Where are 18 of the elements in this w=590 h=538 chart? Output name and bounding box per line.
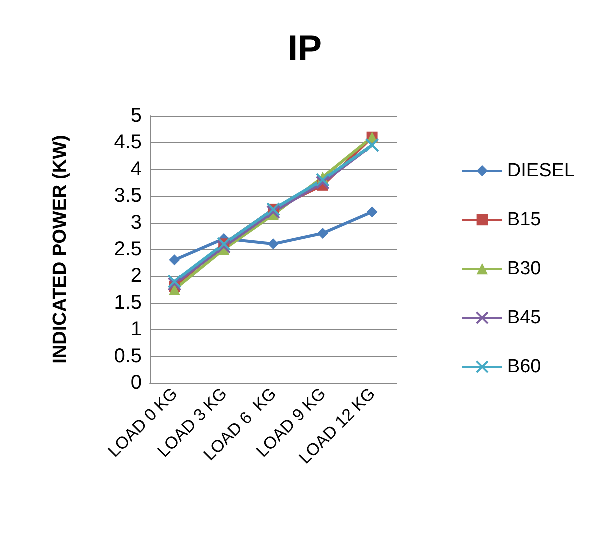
y-tick-label: 4.5 bbox=[114, 132, 142, 154]
legend-label: B30 bbox=[507, 258, 542, 280]
y-tick-label: 1.5 bbox=[114, 292, 142, 314]
y-tick-label: 3.5 bbox=[114, 185, 142, 208]
y-tick-label: 3 bbox=[130, 212, 142, 234]
y-tick-label: 4 bbox=[130, 158, 142, 180]
y-tick-label: 2 bbox=[130, 265, 142, 288]
legend-label: B60 bbox=[507, 356, 542, 378]
y-tick-label: 0 bbox=[130, 372, 142, 394]
y-tick-label: 5 bbox=[130, 105, 142, 127]
chart-title: IP bbox=[288, 28, 322, 68]
legend-label: B45 bbox=[507, 308, 542, 328]
y-axis-title: INDICATED POWER (KW) bbox=[50, 135, 71, 364]
y-tick-label: 0.5 bbox=[114, 345, 142, 368]
y-tick-label: 2.5 bbox=[114, 238, 142, 260]
legend-label: B15 bbox=[507, 210, 542, 230]
y-tick-label: 1 bbox=[130, 318, 142, 341]
legend-label: DIESEL bbox=[507, 160, 576, 182]
